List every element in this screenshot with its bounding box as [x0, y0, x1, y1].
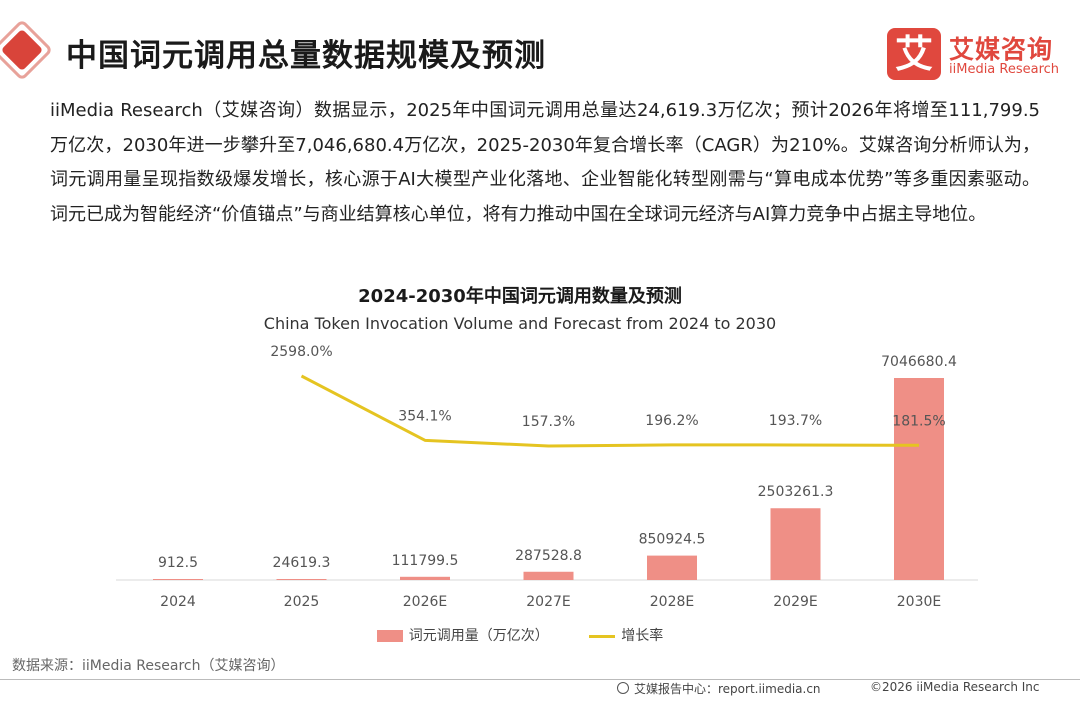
bar-value-label: 850924.5 [639, 532, 706, 548]
chart-subtitle: China Token Invocation Volume and Foreca… [263, 314, 777, 333]
x-tick-label: 2025 [284, 594, 320, 610]
logo-text-cn: 艾媒咨询 [949, 35, 1054, 64]
bar-value-label: 287528.8 [515, 548, 582, 564]
legend-line-swatch-icon [589, 634, 616, 638]
x-tick-label: 2029E [773, 594, 817, 610]
growth-rate-label: 181.5% [892, 413, 945, 429]
footer-report-text: 艾媒报告中心：report.iimedia.cn [634, 682, 821, 696]
growth-rate-label: 193.7% [769, 413, 822, 429]
bar-2028E [647, 555, 697, 580]
legend-bar-label: 词元调用量（万亿次） [408, 628, 549, 644]
x-tick-label: 2027E [526, 594, 570, 610]
legend-item-line: 增长率 [589, 625, 663, 645]
page-title: 中国词元调用总量数据规模及预测 [66, 38, 546, 74]
chart-legend: 词元调用量（万亿次） 增长率 [0, 625, 1040, 645]
chart-plot-area: 912.5 2024 24619.3 2025 111799.5 2026E 287528.… [116, 344, 978, 610]
x-tick-label: 2030E [897, 594, 941, 610]
growth-rate-label: 2598.0% [270, 344, 332, 360]
growth-rate-line [300, 374, 920, 448]
x-tick-label: 2028E [650, 594, 694, 610]
bar-2026E [400, 576, 450, 580]
data-source: 数据来源：iiMedia Research（艾媒咨询） [12, 658, 285, 674]
bar-2027E [523, 571, 574, 580]
logo-mark-icon: 艾 [887, 28, 941, 80]
bar-value-label: 912.5 [158, 555, 198, 571]
chart-title: 2024-2030年中国词元调用数量及预测 [358, 286, 682, 307]
description-paragraph: iiMedia Research（艾媒咨询）数据显示，2025年中国词元调用总量… [50, 100, 1040, 225]
bar-value-label: 7046680.4 [881, 354, 957, 370]
growth-rate-label: 157.3% [522, 414, 575, 430]
bar-2030E [894, 378, 944, 580]
growth-rate-label: 354.1% [398, 408, 451, 424]
bar-value-label: 24619.3 [273, 555, 331, 571]
legend-line-label: 增长率 [621, 628, 664, 644]
footer-report-center: 艾媒报告中心：report.iimedia.cn [617, 680, 821, 697]
bar-value-label: 2503261.3 [758, 484, 834, 500]
logo-text-en: iiMedia Research [949, 62, 1060, 77]
bar-2025 [276, 579, 327, 580]
x-tick-label: 2026E [403, 594, 447, 610]
bar-2029E [770, 508, 821, 580]
globe-icon [617, 682, 629, 694]
header: 中国词元调用总量数据规模及预测 艾 艾媒咨询 iiMedia Research [0, 0, 1080, 90]
bar-value-label: 111799.5 [392, 553, 459, 569]
brand-logo: 艾 艾媒咨询 iiMedia Research [887, 28, 1067, 84]
bar-2024 [153, 579, 203, 580]
legend-bar-swatch-icon [376, 630, 403, 642]
growth-rate-label: 196.2% [645, 413, 698, 429]
x-tick-label: 2024 [160, 594, 196, 610]
footer-copyright: ©2026 iiMedia Research Inc [870, 680, 1040, 694]
legend-item-bar: 词元调用量（万亿次） [376, 625, 549, 645]
footer-divider [0, 679, 1080, 680]
